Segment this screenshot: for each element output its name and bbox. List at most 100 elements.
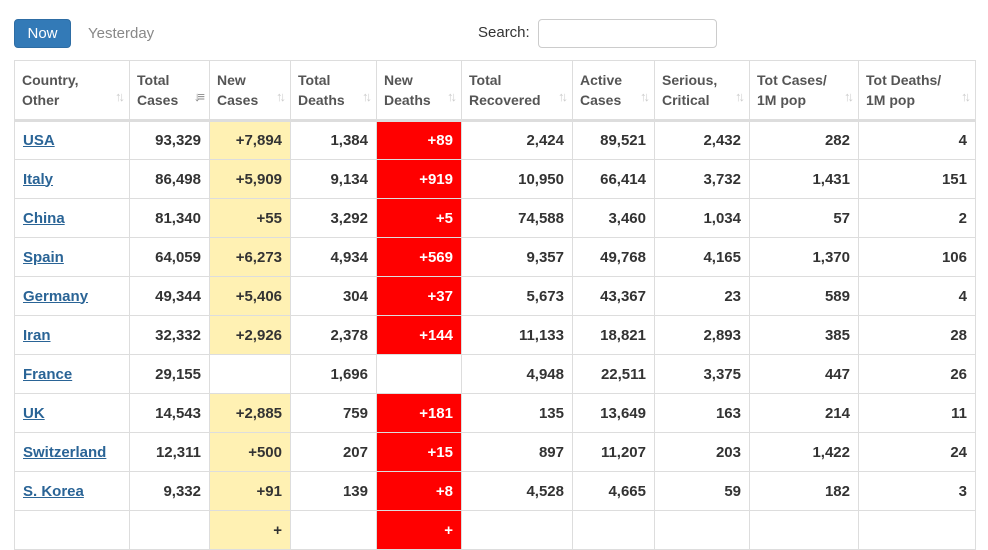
active-cases-cell: 49,768: [572, 237, 655, 277]
country-cell: S. Korea: [14, 471, 130, 511]
cases-per-1m-cell: 57: [749, 198, 859, 238]
sort-both-icon[interactable]: ↑↓: [844, 89, 854, 104]
sort-both-icon[interactable]: ↑↓: [447, 89, 457, 104]
total-cases-cell: 29,155: [129, 354, 210, 394]
column-header-line1: Tot Cases/: [757, 72, 827, 88]
table-row: Switzerland 12,311 +500 207 +15 897 11,207 203 1…: [14, 432, 976, 472]
active-cases-cell: 4,665: [572, 471, 655, 511]
country-link[interactable]: Switzerland: [23, 443, 107, 461]
new-deaths-cell: [376, 354, 462, 394]
total-recovered-cell: 5,673: [461, 276, 573, 316]
sort-both-icon[interactable]: ↑↓: [735, 89, 745, 104]
cases-table: Country, Other ↑↓ Total Cases ↓≡ New Cases ↑↓ Tot…: [14, 60, 976, 550]
sort-both-icon[interactable]: ↑↓: [640, 89, 650, 104]
new-cases-cell: +7,894: [209, 120, 291, 160]
table-row: Italy 86,498 +5,909 9,134 +919 10,950 66,414 3,…: [14, 159, 976, 199]
total-deaths-cell: 2,378: [290, 315, 377, 355]
deaths-per-1m-cell: 3: [858, 471, 976, 511]
table-row: + +: [14, 510, 976, 550]
new-cases-cell: +500: [209, 432, 291, 472]
new-cases-cell: +5,909: [209, 159, 291, 199]
total-deaths-cell: 9,134: [290, 159, 377, 199]
column-header-line2: 1M pop: [866, 92, 915, 108]
country-cell: Germany: [14, 276, 130, 316]
country-link[interactable]: Spain: [23, 248, 64, 266]
total-cases-cell: [129, 510, 210, 550]
country-cell: France: [14, 354, 130, 394]
column-header-line1: Serious,: [662, 72, 718, 88]
deaths-per-1m-cell: 24: [858, 432, 976, 472]
total-recovered-cell: [461, 510, 573, 550]
country-link[interactable]: France: [23, 365, 73, 383]
column-header-cases-per-1m[interactable]: Tot Cases/1M pop ↑↓: [749, 60, 859, 122]
cases-per-1m-cell: 282: [749, 120, 859, 160]
column-header-total-deaths[interactable]: Total Deaths ↑↓: [290, 60, 377, 122]
total-cases-cell: 49,344: [129, 276, 210, 316]
column-header-line1: Country,: [22, 72, 79, 88]
new-deaths-cell: +569: [376, 237, 462, 277]
new-cases-cell: +5,406: [209, 276, 291, 316]
total-recovered-cell: 2,424: [461, 120, 573, 160]
sort-both-icon[interactable]: ↑↓: [115, 89, 125, 104]
column-header-line2: Critical: [662, 92, 710, 108]
total-recovered-cell: 135: [461, 393, 573, 433]
sort-both-icon[interactable]: ↑↓: [961, 89, 971, 104]
column-header-line1: New: [384, 72, 413, 88]
new-deaths-cell: +37: [376, 276, 462, 316]
new-deaths-cell: +8: [376, 471, 462, 511]
table-row: Spain 64,059 +6,273 4,934 +569 9,357 49,768 4,1…: [14, 237, 976, 277]
new-deaths-cell: +15: [376, 432, 462, 472]
active-cases-cell: 43,367: [572, 276, 655, 316]
column-header-new-deaths[interactable]: New Deaths ↑↓: [376, 60, 462, 122]
deaths-per-1m-cell: 106: [858, 237, 976, 277]
new-deaths-cell: +5: [376, 198, 462, 238]
active-cases-cell: 11,207: [572, 432, 655, 472]
country-link[interactable]: Germany: [23, 287, 89, 305]
active-cases-cell: [572, 510, 655, 550]
country-cell: China: [14, 198, 130, 238]
country-cell: Iran: [14, 315, 130, 355]
table-row: Germany 49,344 +5,406 304 +37 5,673 43,367 23 58…: [14, 276, 976, 316]
deaths-per-1m-cell: 4: [858, 276, 976, 316]
cases-per-1m-cell: 1,370: [749, 237, 859, 277]
new-deaths-cell: +144: [376, 315, 462, 355]
serious-critical-cell: 2,432: [654, 120, 750, 160]
country-cell: Switzerland: [14, 432, 130, 472]
serious-critical-cell: [654, 510, 750, 550]
yesterday-button[interactable]: Yesterday: [88, 25, 155, 42]
column-header-deaths-per-1m[interactable]: Tot Deaths/1M pop ↑↓: [858, 60, 976, 122]
column-header-total-cases[interactable]: Total Cases ↓≡: [129, 60, 210, 122]
now-button[interactable]: Now: [14, 19, 71, 48]
column-header-total-recovered[interactable]: Total Recovered ↑↓: [461, 60, 573, 122]
country-link[interactable]: S. Korea: [23, 482, 84, 500]
country-link[interactable]: Italy: [23, 170, 54, 188]
country-link[interactable]: Iran: [23, 326, 51, 344]
column-header-line1: Total: [137, 72, 170, 88]
sort-both-icon[interactable]: ↑↓: [362, 89, 372, 104]
new-cases-cell: +2,926: [209, 315, 291, 355]
table-row: China 81,340 +55 3,292 +5 74,588 3,460 1,034 57 2: [14, 198, 976, 238]
column-header-new-cases[interactable]: New Cases ↑↓: [209, 60, 291, 122]
cases-per-1m-cell: 1,422: [749, 432, 859, 472]
column-header-line2: Cases: [580, 92, 622, 108]
column-header-active-cases[interactable]: Active Cases ↑↓: [572, 60, 655, 122]
table-row: Iran 32,332 +2,926 2,378 +144 11,133 18,821 2,8…: [14, 315, 976, 355]
country-link[interactable]: USA: [23, 132, 55, 149]
sort-both-icon[interactable]: ↑↓: [276, 89, 286, 104]
sort-both-icon[interactable]: ↑↓: [558, 89, 568, 104]
sort-descending-icon[interactable]: ↓≡: [193, 89, 205, 104]
active-cases-cell: 13,649: [572, 393, 655, 433]
column-header-country[interactable]: Country, Other ↑↓: [14, 60, 130, 122]
toolbar: Now Yesterday Search:: [14, 19, 974, 49]
cases-per-1m-cell: [749, 510, 859, 550]
total-recovered-cell: 4,948: [461, 354, 573, 394]
country-link[interactable]: China: [23, 209, 65, 227]
column-header-serious-critical[interactable]: Serious, Critical ↑↓: [654, 60, 750, 122]
country-link[interactable]: UK: [23, 404, 45, 422]
cases-per-1m-cell: 589: [749, 276, 859, 316]
new-cases-cell: +2,885: [209, 393, 291, 433]
search-input[interactable]: [538, 19, 717, 48]
column-header-line2: Deaths: [298, 92, 345, 108]
country-cell: [14, 510, 130, 550]
total-deaths-cell: 759: [290, 393, 377, 433]
